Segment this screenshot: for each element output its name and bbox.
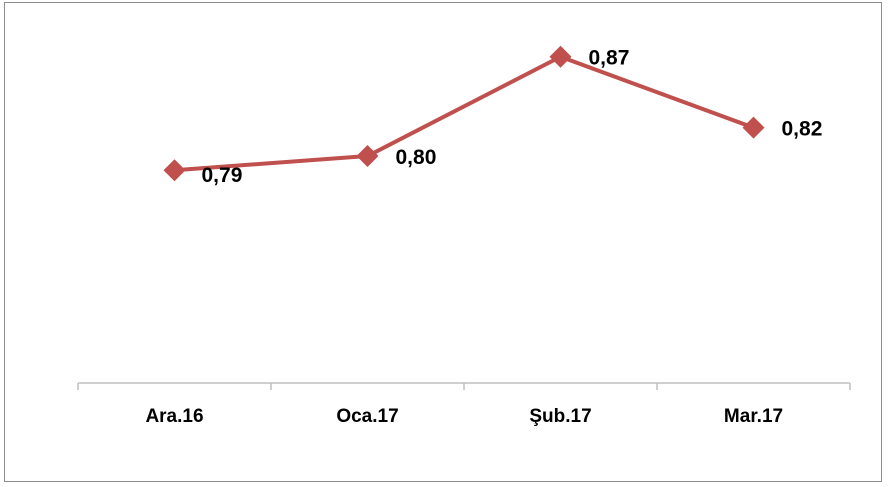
chart-frame: [4, 2, 882, 482]
data-point-marker: [742, 116, 765, 139]
data-point-marker: [549, 45, 572, 68]
x-axis-tick-labels: Ara.16 Oca.17 Şub.17 Mar.17: [145, 406, 783, 427]
x-tick-label: Ara.16: [145, 406, 203, 427]
x-tick-label: Oca.17: [336, 406, 398, 427]
data-label: 0,80: [396, 146, 437, 169]
data-label: 0,79: [202, 164, 243, 187]
series-markers: [163, 45, 765, 182]
data-point-marker: [356, 145, 379, 168]
data-point-marker: [163, 159, 186, 182]
x-axis-ticks: [77, 383, 851, 390]
data-labels: 0,79 0,80 0,87 0,82: [202, 47, 823, 187]
data-label: 0,87: [589, 47, 630, 70]
series-line: [172, 54, 756, 173]
x-tick-label: Mar.17: [724, 406, 783, 427]
x-tick-label: Şub.17: [529, 406, 591, 427]
data-label: 0,82: [782, 118, 823, 141]
